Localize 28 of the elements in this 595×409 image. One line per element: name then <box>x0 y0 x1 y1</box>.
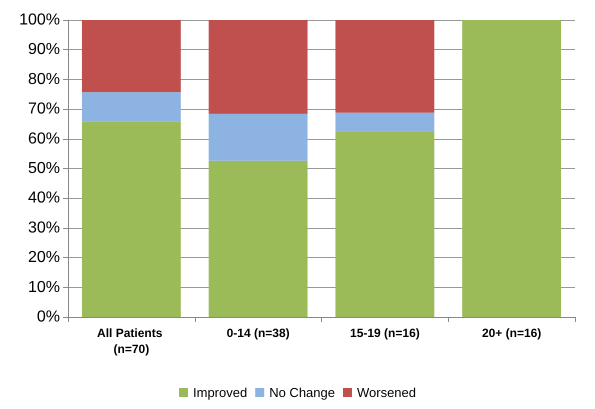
x-tick-label: 15-19 (n=16) <box>350 326 420 340</box>
y-tick-label: 20% <box>28 249 60 266</box>
bar <box>335 112 434 132</box>
y-tick-label: 0% <box>36 308 60 326</box>
bar <box>335 131 434 317</box>
legend-label: Improved <box>193 385 248 400</box>
y-tick-label: 100% <box>19 12 60 28</box>
bar <box>462 20 562 317</box>
y-tick-label: 80% <box>28 70 60 88</box>
bar <box>208 160 308 317</box>
x-tick-label: 20+ (n=16) <box>482 326 542 340</box>
bar <box>335 20 434 113</box>
y-tick-label: 90% <box>28 41 60 58</box>
y-tick-label: 30% <box>28 219 60 236</box>
y-tick-label: 50% <box>28 160 60 177</box>
x-tick-label: All Patients (n=70) <box>97 326 166 356</box>
bar <box>82 122 181 317</box>
y-tick-label: 10% <box>28 278 60 296</box>
bar <box>82 92 181 122</box>
x-tick-label: 0-14 (n=38) <box>226 326 290 340</box>
bar <box>208 114 308 161</box>
y-tick-label: 60% <box>28 130 60 148</box>
legend-label: Worsened <box>356 385 416 400</box>
y-tick-label: 40% <box>28 190 60 207</box>
legend-label: No Change <box>269 385 335 400</box>
y-tick-label: 70% <box>28 100 60 118</box>
bar <box>208 20 308 114</box>
bar <box>82 20 181 92</box>
